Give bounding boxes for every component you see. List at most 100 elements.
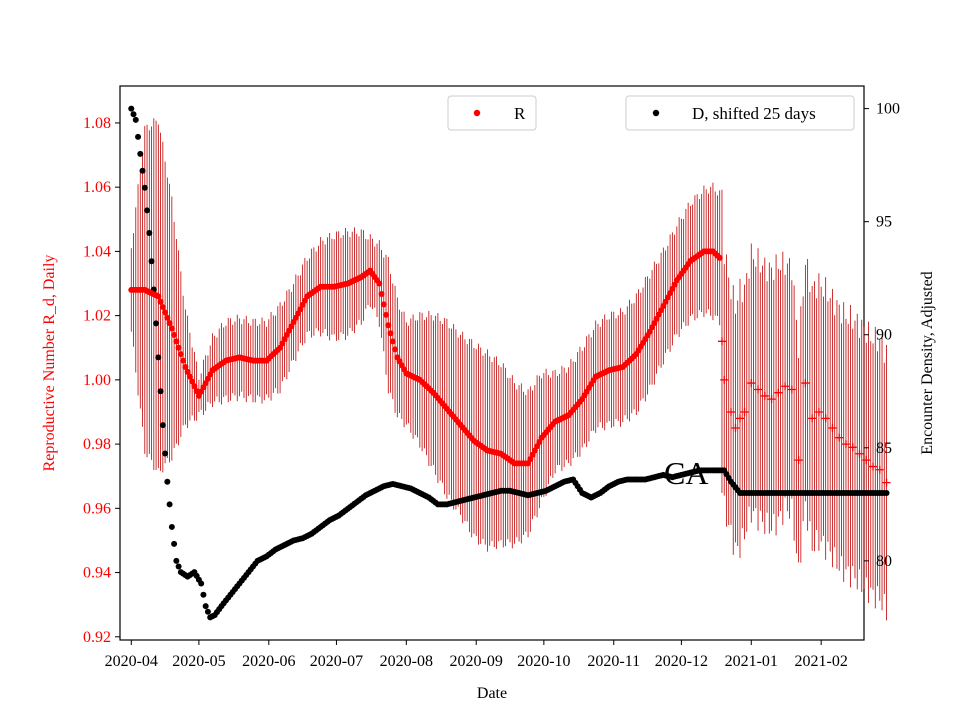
d-point — [128, 105, 135, 112]
d-point — [202, 603, 209, 610]
y-left-tick-label: 1.04 — [83, 243, 111, 260]
r-plus-point — [767, 395, 776, 404]
r-plus-point — [848, 443, 857, 452]
r-plus-point — [841, 440, 850, 449]
r-point — [164, 314, 171, 321]
r-point — [389, 338, 396, 345]
d-point — [166, 501, 173, 508]
x-tick-label: 2020-10 — [517, 653, 570, 670]
r-point — [175, 344, 182, 351]
x-tick-label: 2020-08 — [380, 653, 433, 670]
d-point — [137, 150, 144, 157]
x-tick-label: 2020-04 — [105, 653, 158, 670]
r-point — [166, 320, 173, 327]
legend-d-marker — [652, 109, 660, 117]
r-point — [376, 280, 383, 287]
y-axis-right-label: Encounter Density, Adjusted — [919, 271, 936, 454]
legend-d-box — [625, 95, 855, 131]
r-point — [191, 383, 198, 390]
r-plus-point — [882, 478, 891, 487]
legend-d: D, shifted 25 days — [625, 95, 855, 131]
r-point — [380, 301, 387, 308]
r-plus-point — [760, 391, 769, 400]
r-point — [189, 378, 196, 385]
d-point — [130, 111, 137, 118]
r-plus-point — [787, 385, 796, 394]
r-point — [193, 388, 200, 395]
r-point — [180, 357, 187, 364]
r-point — [378, 290, 385, 297]
d-point — [141, 184, 148, 191]
x-tick-label: 2020-09 — [450, 653, 503, 670]
x-tick-label: 2020-06 — [242, 653, 295, 670]
x-axis: 2020-04 2020-05 2020-06 2020-07 2020-08 2020-… — [105, 640, 848, 670]
d-point — [200, 591, 207, 598]
d-point — [155, 354, 162, 361]
d-point — [148, 258, 155, 265]
y-left-tick-label: 0.92 — [83, 629, 111, 646]
legend-r-label: R — [514, 104, 526, 123]
r-plus-point — [808, 414, 817, 423]
x-tick-label: 2020-05 — [172, 653, 225, 670]
y-right-tick-label: 90 — [876, 327, 892, 344]
d-point — [171, 540, 178, 547]
y-right-tick-label: 85 — [876, 440, 892, 457]
r-plus-point — [801, 379, 810, 388]
r-plus-point — [828, 424, 837, 433]
y-left-tick-label: 1.00 — [83, 372, 111, 389]
r-point — [385, 322, 392, 329]
r-point — [168, 325, 175, 332]
y-axis-right: 80 85 90 95 100 — [864, 101, 900, 570]
r-point — [157, 298, 164, 305]
d-point — [135, 133, 142, 140]
r-point — [392, 346, 399, 353]
d-point — [132, 116, 139, 123]
d-point — [175, 563, 182, 570]
d-point — [139, 167, 146, 174]
y-axis-left-label: Reproductive Number R_d, Daily — [41, 255, 58, 472]
y-left-tick-label: 1.02 — [83, 308, 111, 325]
x-tick-label: 2020-07 — [310, 653, 363, 670]
r-point — [716, 254, 723, 261]
r-plus-point — [814, 407, 823, 416]
d-point — [198, 580, 205, 587]
d-point — [144, 207, 151, 214]
region-annotation: CA — [664, 455, 708, 491]
r-plus-point — [747, 379, 756, 388]
r-plus-point — [720, 375, 729, 384]
r-plus-point — [862, 456, 871, 465]
y-left-tick-label: 1.08 — [83, 115, 111, 132]
y-left-tick-label: 0.94 — [83, 565, 111, 582]
y-right-tick-label: 80 — [876, 553, 892, 570]
r-plus-point — [754, 385, 763, 394]
d-point — [164, 478, 171, 485]
r-point — [383, 311, 390, 318]
x-tick-label: 2020-12 — [655, 653, 708, 670]
legend-r: R — [447, 95, 537, 131]
r-point — [186, 373, 193, 380]
y-left-tick-label: 1.06 — [83, 179, 111, 196]
d-point — [159, 422, 166, 429]
r-point — [162, 309, 169, 316]
d-point — [157, 388, 164, 395]
r-plus-point — [855, 449, 864, 458]
r-plus-point — [736, 414, 744, 423]
r-plus-point — [875, 465, 884, 474]
r-plus-point — [731, 424, 740, 433]
d-point — [168, 523, 175, 530]
r-point — [387, 330, 394, 337]
legend-r-marker — [473, 109, 481, 117]
x-tick-label: 2021-02 — [794, 653, 847, 670]
r-point — [184, 368, 191, 375]
x-axis-label: Date — [477, 685, 507, 702]
r-plus-point — [774, 388, 783, 397]
r-point — [173, 338, 180, 345]
d-point — [173, 557, 180, 564]
r-points — [128, 248, 891, 487]
d-points — [128, 105, 890, 621]
r-point — [177, 351, 184, 358]
r-plus-point — [821, 414, 830, 423]
d-point — [162, 450, 169, 457]
r-plus-point — [781, 382, 790, 391]
